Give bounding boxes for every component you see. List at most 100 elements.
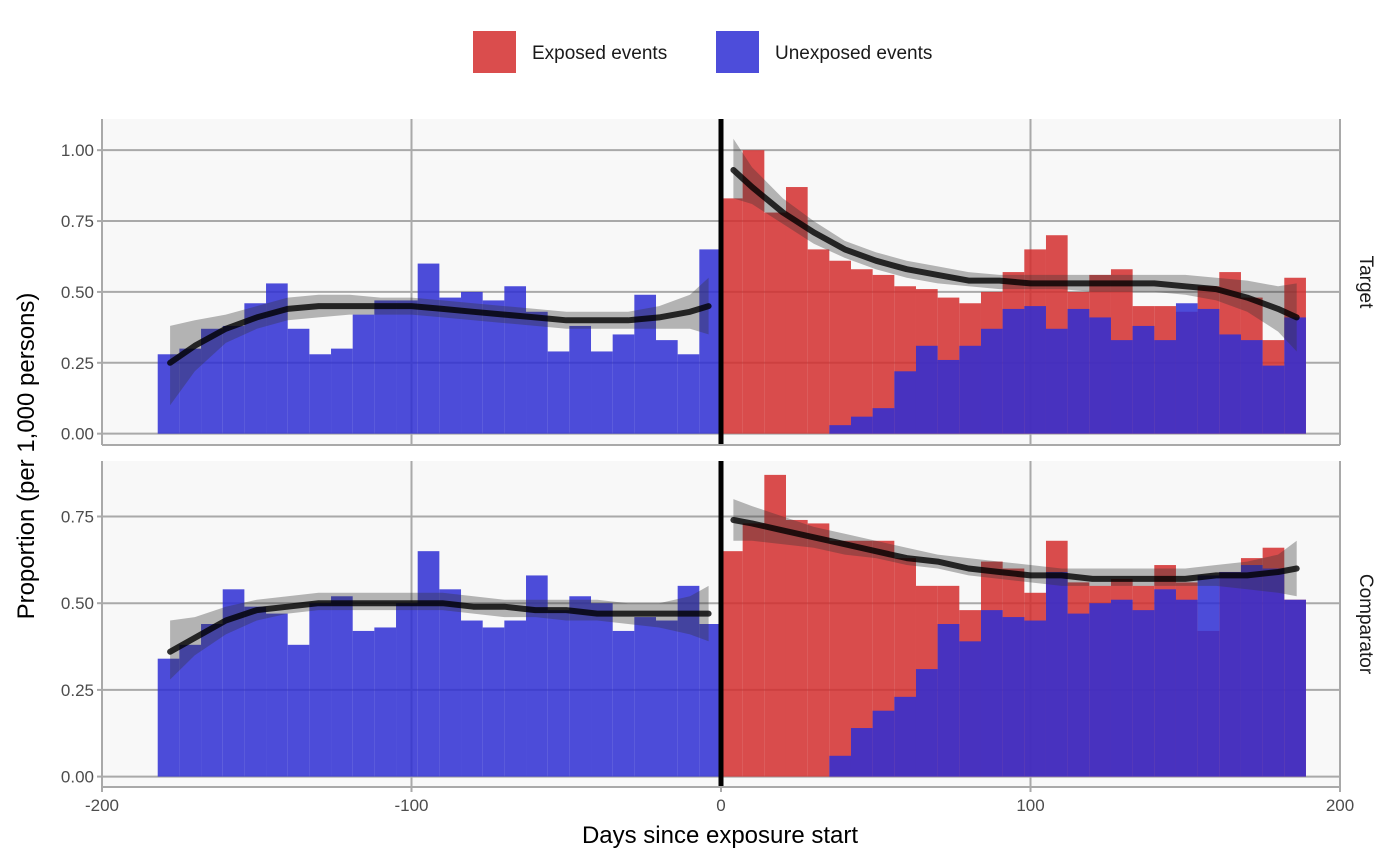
bar-unexposed <box>1045 328 1068 434</box>
legend-swatch-unexposed <box>716 31 759 73</box>
bar-unexposed <box>1067 308 1090 434</box>
bar-unexposed <box>1240 340 1263 434</box>
bar-unexposed <box>504 620 527 777</box>
bar-unexposed <box>439 589 462 777</box>
bar-unexposed <box>396 603 418 777</box>
bar-unexposed <box>266 283 288 434</box>
bar-unexposed <box>699 249 721 434</box>
post-exposure-fit-ci-ribbon <box>733 499 1297 597</box>
bar-unexposed <box>1175 303 1198 434</box>
bar-unexposed <box>1154 340 1176 434</box>
panel-strip-label: Target <box>1355 256 1376 310</box>
bar-unexposed <box>417 263 440 434</box>
bar-unexposed <box>1110 599 1133 777</box>
bar-unexposed <box>352 314 375 434</box>
bar-unexposed <box>980 328 1003 434</box>
bar-exposed <box>742 523 765 777</box>
bar-unexposed <box>829 755 851 777</box>
bar-unexposed <box>1024 620 1046 777</box>
x-tick-label: 200 <box>1326 796 1354 815</box>
bar-unexposed <box>1240 565 1263 777</box>
bar-unexposed <box>157 658 180 777</box>
bar-unexposed <box>201 328 223 434</box>
bar-unexposed <box>309 354 332 434</box>
bar-unexposed <box>482 300 505 434</box>
bar-unexposed <box>461 620 483 777</box>
bar-unexposed <box>915 669 938 777</box>
bar-unexposed <box>656 340 678 434</box>
bar-exposed <box>872 274 895 434</box>
bar-exposed <box>850 540 873 777</box>
x-axis-title: Days since exposure start <box>582 822 858 849</box>
bar-unexposed <box>1045 571 1068 777</box>
bar-unexposed <box>352 630 375 777</box>
bar-unexposed <box>634 294 657 434</box>
bar-unexposed <box>894 696 916 777</box>
bar-unexposed <box>1002 308 1025 434</box>
post-exposure-fit-line <box>730 517 1300 582</box>
bar-exposed <box>850 269 873 434</box>
bar-unexposed <box>417 551 440 777</box>
bar-exposed <box>807 249 830 434</box>
bar-unexposed <box>612 630 635 777</box>
bar-unexposed <box>1197 575 1220 777</box>
bar-exposed <box>807 523 830 777</box>
bar-unexposed <box>937 359 960 434</box>
bar-unexposed <box>439 297 462 434</box>
y-tick-label: 0.25 <box>61 354 94 373</box>
bar-unexposed <box>1154 589 1176 777</box>
bar-unexposed <box>872 710 895 777</box>
bar-unexposed <box>1089 317 1111 434</box>
bar-unexposed <box>179 644 202 777</box>
bar-exposed <box>764 212 786 434</box>
bar-unexposed <box>1089 603 1111 777</box>
bar-unexposed <box>699 624 721 777</box>
bar-unexposed <box>526 311 548 434</box>
bar-exposed <box>785 519 808 777</box>
bar-unexposed <box>829 425 851 434</box>
x-tick-label: -100 <box>394 796 428 815</box>
bar-exposed <box>829 260 851 434</box>
bar-unexposed <box>374 300 397 434</box>
bar-unexposed <box>980 610 1003 777</box>
bar-exposed <box>721 198 743 434</box>
y-tick-label: 0.50 <box>61 594 94 613</box>
x-tick-label: -200 <box>85 796 119 815</box>
y-tick-label: 0.75 <box>61 507 94 526</box>
bar-exposed <box>764 474 786 777</box>
bar-unexposed <box>1219 334 1241 434</box>
x-tick-label: 100 <box>1016 796 1044 815</box>
y-tick-label: 0.00 <box>61 425 94 444</box>
bar-unexposed <box>591 603 613 777</box>
bar-unexposed <box>1024 306 1046 434</box>
y-tick-label: 0.25 <box>61 681 94 700</box>
bar-unexposed <box>526 575 548 777</box>
bar-exposed <box>785 187 808 434</box>
bar-unexposed <box>331 596 353 777</box>
y-tick-label: 0.50 <box>61 283 94 302</box>
bar-unexposed <box>547 610 570 777</box>
bar-unexposed <box>396 300 418 434</box>
bar-unexposed <box>482 627 505 777</box>
bar-unexposed <box>287 644 310 777</box>
bar-unexposed <box>244 606 267 777</box>
bar-unexposed <box>959 345 981 434</box>
y-tick-label: 0.00 <box>61 768 94 787</box>
y-axis-title: Proportion (per 1,000 persons) <box>13 293 40 620</box>
bar-unexposed <box>374 627 397 777</box>
bar-unexposed <box>1262 568 1285 777</box>
panels: 0.000.250.500.751.00Target0.000.250.500.… <box>61 119 1376 815</box>
bar-unexposed <box>850 728 873 777</box>
panel-comparator: 0.00 0.25 0.50 0.75 Comparator <box>61 461 1376 788</box>
x-tick-label: 0 <box>716 796 725 815</box>
bar-unexposed <box>677 585 700 777</box>
bar-unexposed <box>1132 610 1155 777</box>
bar-unexposed <box>461 291 483 434</box>
post-exposure-fit-ci-ribbon <box>733 138 1297 352</box>
bar-exposed <box>721 551 743 777</box>
bar-unexposed <box>179 348 202 434</box>
bar-unexposed <box>201 624 223 777</box>
pre-exposure-fit-line <box>167 600 712 655</box>
bar-unexposed <box>915 345 938 434</box>
